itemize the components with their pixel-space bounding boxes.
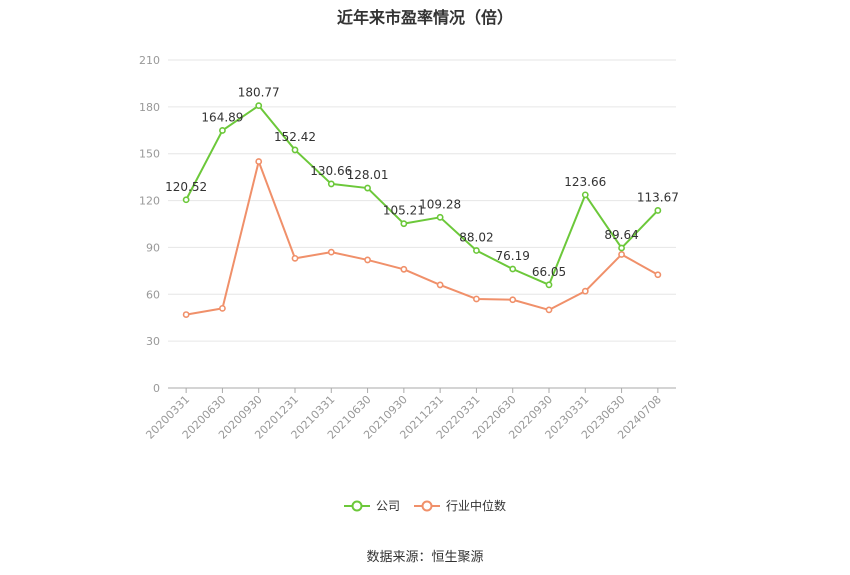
data-point-industry-median (436, 281, 444, 289)
data-point-company (509, 265, 517, 273)
data-point-company (545, 281, 553, 289)
data-point-company (654, 207, 662, 214)
data-point-company (436, 213, 444, 221)
data-label-company: 89.64 (604, 228, 638, 242)
line-chart: 0306090120150180210202003312020063020200… (139, 54, 679, 442)
data-point-company (327, 180, 335, 188)
data-point-industry-median (509, 296, 517, 304)
data-label-company: 123.66 (564, 175, 606, 189)
y-tick-label: 0 (153, 382, 160, 395)
data-label-company: 109.28 (419, 197, 461, 211)
data-point-industry-median (255, 158, 263, 165)
y-tick-label: 30 (146, 335, 160, 348)
data-point-company (255, 102, 263, 110)
data-label-company: 76.19 (496, 249, 530, 263)
legend-marker-industry-median (414, 500, 440, 511)
data-point-company (618, 244, 625, 252)
data-point-company (219, 127, 226, 134)
legend: 公司 行业中位数 (0, 497, 850, 514)
data-point-industry-median (473, 295, 480, 303)
series-line-company (185, 104, 659, 286)
chart-title: 近年来市盈率情况（倍） (336, 8, 513, 27)
data-point-company (364, 184, 371, 192)
series-line-industry-median (185, 160, 659, 316)
y-tick-label: 60 (146, 288, 160, 301)
data-label-company: 105.21 (383, 204, 425, 218)
y-tick-label: 90 (146, 241, 160, 254)
data-label-company: 152.42 (274, 130, 316, 144)
y-tick-label: 150 (139, 148, 160, 161)
data-label-company: 180.77 (238, 86, 280, 100)
data-point-industry-median (400, 265, 408, 273)
y-tick-label: 120 (139, 195, 160, 208)
data-label-company: 113.67 (637, 190, 679, 204)
data-point-company (400, 220, 408, 228)
data-point-industry-median (654, 271, 662, 279)
data-point-industry-median (182, 311, 190, 318)
data-label-company: 128.01 (347, 168, 389, 182)
data-label-company: 130.66 (310, 164, 352, 178)
data-point-industry-median (545, 306, 553, 314)
legend-label-industry-median: 行业中位数 (446, 499, 507, 513)
data-point-industry-median (291, 254, 299, 262)
data-point-company (473, 247, 480, 254)
data-label-company: 66.05 (532, 265, 566, 279)
data-point-company (291, 146, 299, 154)
data-source: 数据来源：恒生聚源 (366, 550, 484, 565)
data-point-industry-median (581, 287, 589, 295)
legend-item-industry-median[interactable]: 行业中位数 (414, 497, 506, 514)
data-label-company: 120.52 (165, 180, 207, 194)
y-tick-label: 210 (139, 54, 160, 67)
y-tick-label: 180 (139, 101, 160, 114)
legend-item-company[interactable]: 公司 (343, 497, 400, 514)
data-point-industry-median (219, 304, 226, 312)
data-point-company (581, 191, 589, 199)
data-point-industry-median (618, 251, 625, 258)
data-point-industry-median (364, 256, 371, 264)
legend-label-company: 公司 (375, 499, 400, 513)
data-point-industry-median (327, 248, 335, 256)
data-label-company: 164.89 (201, 110, 243, 124)
legend-marker-company (343, 500, 370, 511)
data-label-company: 88.02 (459, 231, 493, 245)
data-point-company (182, 196, 190, 204)
